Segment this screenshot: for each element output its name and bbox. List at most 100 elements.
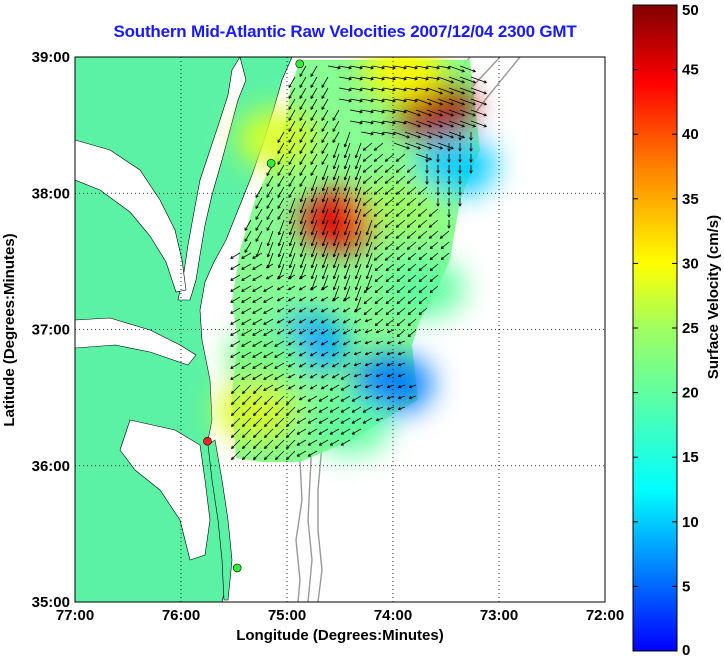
arrow-head <box>230 343 234 347</box>
velocity-arrow <box>266 263 274 269</box>
velocity-arrow <box>288 318 296 324</box>
arrow-head <box>277 242 282 247</box>
arrow-head <box>266 227 270 231</box>
velocity-arrow <box>286 428 296 438</box>
arrow-head <box>276 276 281 280</box>
arrow-head <box>354 253 359 258</box>
arrow-head <box>370 77 374 81</box>
velocity-arrow <box>310 351 318 357</box>
arrow-head <box>287 331 292 335</box>
velocity-arrow <box>448 109 465 117</box>
velocity-arrow <box>264 417 274 427</box>
velocity-arrow <box>242 384 252 394</box>
velocity-arrow <box>386 373 395 377</box>
colorbar-tick-label: 20 <box>682 385 699 402</box>
arrow-head <box>332 286 337 291</box>
velocity-arrow <box>353 340 362 344</box>
velocity-arrow <box>396 274 406 282</box>
plot-frame <box>74 56 606 603</box>
velocity-arrow <box>263 296 274 303</box>
colorbar-tick-label: 40 <box>682 126 699 143</box>
velocity-arrow <box>332 351 340 357</box>
arrow-head <box>436 181 440 185</box>
arrow-head <box>310 242 315 247</box>
velocity-arrow <box>384 164 395 173</box>
velocity-arrow <box>288 307 296 313</box>
arrow-head <box>266 253 271 258</box>
velocity-arrow <box>252 285 263 292</box>
arrow-head <box>363 311 368 316</box>
arrow-head <box>406 224 411 228</box>
velocity-arrow <box>332 109 340 121</box>
velocity-arrow <box>288 296 296 302</box>
arrow-head <box>277 194 281 198</box>
velocity-arrow <box>393 87 407 91</box>
velocity-arrow <box>299 318 307 324</box>
velocity-arrow <box>382 109 396 113</box>
velocity-arrow <box>230 285 241 292</box>
arrow-head <box>354 242 359 247</box>
velocity-arrow <box>286 406 296 416</box>
velocity-arrow <box>437 131 454 139</box>
velocity-arrow <box>288 164 296 176</box>
arrow-head <box>287 386 292 390</box>
arrow-head <box>469 159 473 163</box>
velocity-arrow <box>263 340 274 347</box>
arrow-head <box>403 110 407 114</box>
velocity-arrow <box>418 296 428 304</box>
arrow-head <box>340 431 345 435</box>
arrow-head <box>288 150 292 154</box>
velocity-arrow <box>344 175 351 192</box>
arrow-head <box>332 198 337 203</box>
arrow-head <box>299 128 303 132</box>
arrow-head <box>320 331 325 335</box>
velocity-arrow <box>338 87 352 91</box>
velocity-arrow <box>332 340 340 346</box>
velocity-arrow <box>332 296 340 302</box>
arrow-head <box>373 224 378 228</box>
arrow-head <box>242 434 246 438</box>
velocity-arrow <box>288 131 296 143</box>
arrow-head <box>407 333 412 338</box>
arrow-head <box>342 331 347 335</box>
velocity-arrow <box>404 131 421 139</box>
arrow-head <box>450 91 454 95</box>
velocity-arrow <box>395 186 406 195</box>
velocity-arrow <box>277 131 285 143</box>
arrow-head <box>364 363 369 367</box>
arrow-head <box>299 172 303 176</box>
velocity-arrow <box>384 208 395 217</box>
velocity-arrow <box>385 318 395 326</box>
arrow-head <box>277 139 281 143</box>
arrow-head <box>310 84 314 88</box>
arrow-head <box>242 445 246 449</box>
arrow-head <box>332 220 337 225</box>
velocity-arrow <box>426 120 443 128</box>
velocity-arrow <box>362 406 373 413</box>
velocity-arrow <box>253 395 263 405</box>
arrow-head <box>331 375 336 379</box>
velocity-arrow <box>267 252 274 269</box>
velocity-arrow <box>375 329 384 333</box>
arrow-head <box>231 445 235 449</box>
velocity-arrow <box>321 362 329 368</box>
velocity-arrow <box>321 307 329 313</box>
arrow-head <box>320 309 325 313</box>
arrow-head <box>241 321 245 325</box>
arrow-head <box>275 412 279 416</box>
y-tick-label: 35:00 <box>32 594 70 611</box>
velocity-arrow <box>338 76 352 80</box>
velocity-arrow <box>300 230 307 247</box>
arrow-head <box>417 113 421 117</box>
arrow-head <box>428 124 432 128</box>
velocity-arrow <box>241 296 252 303</box>
velocity-arrow <box>242 395 252 405</box>
velocity-arrow <box>364 362 373 366</box>
arrow-head <box>407 289 412 294</box>
arrow-head <box>374 300 379 305</box>
arrow-head <box>274 387 278 391</box>
velocity-arrow <box>241 285 252 292</box>
velocity-patch <box>384 258 465 319</box>
arrow-head <box>331 342 336 346</box>
arrow-head <box>277 205 281 209</box>
